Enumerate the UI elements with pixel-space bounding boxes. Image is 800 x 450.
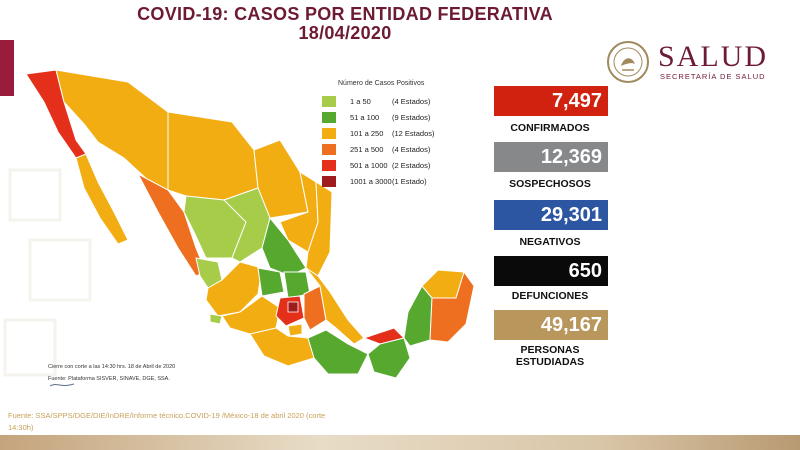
legend-state-count: (1 Estado) <box>392 176 427 186</box>
legend-range: 501 a 1000 <box>350 160 388 170</box>
negativos-value-box: 29,301 <box>494 200 608 230</box>
legend-item: 251 a 500 (4 Estados) <box>322 141 482 157</box>
map-region-cdmx <box>287 301 299 313</box>
legend-item: 1001 a 3000 (1 Estado) <box>322 173 482 189</box>
legend-range: 1 a 50 <box>350 96 371 106</box>
defunciones-label: DEFUNCIONES <box>511 290 589 302</box>
map-region-zacatecas <box>223 187 271 263</box>
legend-swatch <box>322 111 336 123</box>
sospechosos-value: 12,369 <box>540 145 602 168</box>
sospechosos-value-box: 12,369 <box>494 142 608 172</box>
map-legend: Número de Casos Positivos 1 a 50 (4 Estad… <box>322 80 482 189</box>
legend-state-count: (9 Estados) <box>392 112 431 122</box>
map-region-chihuahua <box>167 111 259 201</box>
legend-swatch <box>322 175 336 187</box>
mexico-states-map <box>25 69 475 379</box>
logo-subtitle: SECRETARÍA DE SALUD <box>660 72 766 81</box>
negativos-value: 29,301 <box>540 203 602 226</box>
personas-estudiadas-value-box: 49,167 <box>494 310 608 340</box>
legend-swatch <box>322 127 336 139</box>
legend-state-count: (4 Estados) <box>392 144 431 154</box>
map-region-veracruz <box>305 267 365 345</box>
map-region-colima <box>209 313 223 325</box>
defunciones-value-box: 650 <box>494 256 608 286</box>
legend-state-count: (12 Estados) <box>392 128 435 138</box>
decorative-pattern-icon <box>3 168 92 377</box>
personas-estudiadas-value: 49,167 <box>540 313 602 336</box>
map-region-guerrero <box>249 327 315 367</box>
map-region-oaxaca <box>307 329 369 375</box>
salud-wordmark: SALUD <box>658 40 769 73</box>
page-title: COVID-19: CASOS POR ENTIDAD FEDERATIVA <box>137 4 553 24</box>
confirmados-value-box: 7,497 <box>494 86 608 116</box>
legend-item: 1 a 50 (4 Estados) <box>322 93 482 109</box>
legend-item: 101 a 250 (12 Estados) <box>322 125 482 141</box>
legend-item: 501 a 1000 (2 Estados) <box>322 157 482 173</box>
map-region-quintana-roo <box>429 270 475 343</box>
legend-swatch <box>322 143 336 155</box>
legend-swatch <box>322 159 336 171</box>
confirmados-value: 7,497 <box>551 89 602 112</box>
platform-note: Fuente: Plataforma SISVER, SINAVE, DGE, … <box>48 376 170 382</box>
legend-range: 101 a 250 <box>350 128 384 138</box>
left-accent-bar <box>0 40 14 96</box>
legend-state-count: (2 Estados) <box>392 160 431 170</box>
cut-note: Cierre con corte a las 14:30 hrs. 18 de … <box>48 364 176 370</box>
legend-item: 51 a 100 (9 Estados) <box>322 109 482 125</box>
map-region-guanajuato <box>257 267 285 297</box>
legend-swatch <box>322 95 336 107</box>
personas-label: PERSONAS <box>520 344 580 356</box>
map-region-morelos <box>287 323 303 337</box>
mexico-coat-of-arms-icon <box>607 41 649 83</box>
negativos-label: NEGATIVOS <box>519 236 581 248</box>
confirmados-label: CONFIRMADOS <box>510 122 590 134</box>
sinave-logo-icon <box>50 383 74 387</box>
source-citation: Fuente: SSA/SPPS/DGE/DIE/InDRE/Informe t… <box>8 411 326 432</box>
map-region-campeche <box>403 285 433 347</box>
map-region-puebla <box>303 285 327 331</box>
legend-range: 251 a 500 <box>350 144 384 154</box>
defunciones-value: 650 <box>568 259 602 282</box>
legend-state-count: (4 Estados) <box>392 96 431 106</box>
estudiadas-label: ESTUDIADAS <box>515 356 585 368</box>
map-region-jalisco <box>205 261 263 317</box>
map-region-chiapas <box>367 337 411 379</box>
legend-range: 51 a 100 <box>350 112 380 122</box>
sospechosos-label: SOSPECHOSOS <box>509 178 591 190</box>
map-region-baja-california-sur <box>75 153 129 245</box>
legend-title: Número de Casos Positivos <box>338 80 425 87</box>
legend-range: 1001 a 3000 <box>350 176 392 186</box>
bottom-decorative-band <box>0 435 800 450</box>
report-date: 18/04/2020 <box>298 23 392 43</box>
